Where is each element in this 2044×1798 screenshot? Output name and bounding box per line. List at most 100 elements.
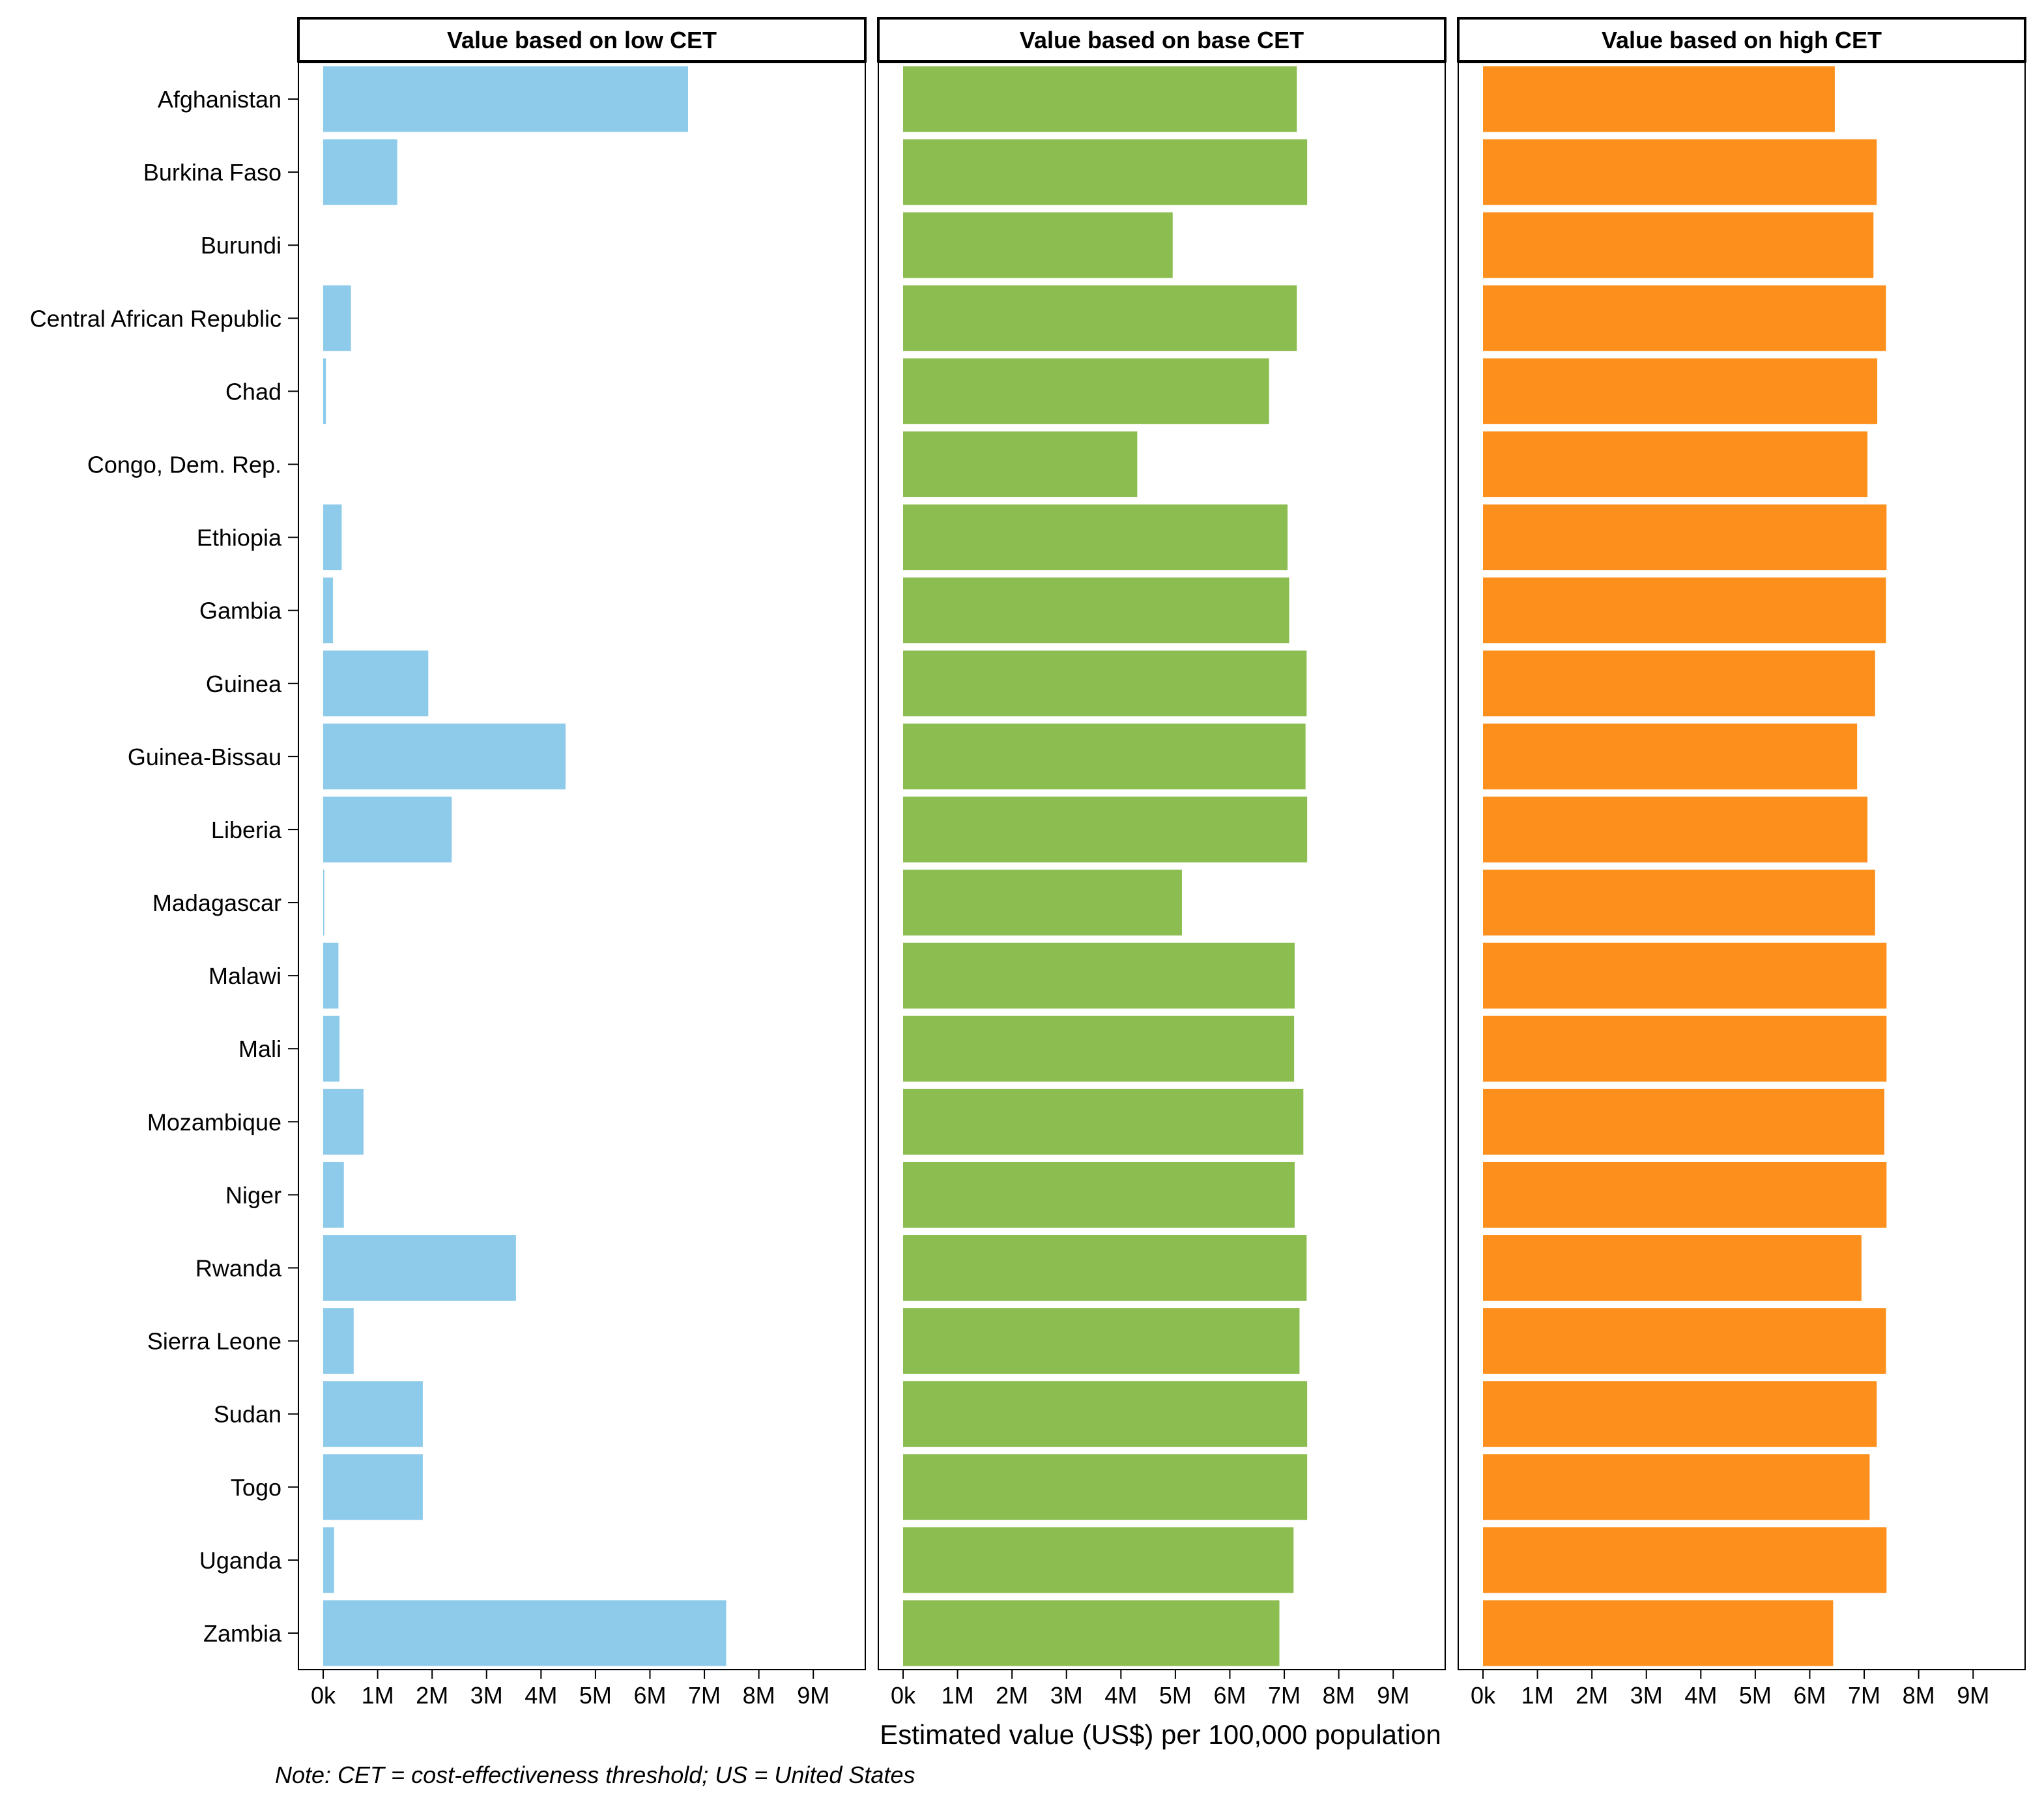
bar-sierra-leone xyxy=(323,1308,354,1374)
category-label-gambia: Gambia xyxy=(199,598,282,624)
panel-3: Value based on high CET 0k 1M 2M 3M 4M 5M 6M 7M 8… xyxy=(1457,17,2026,1709)
bar-rwanda xyxy=(903,1235,1307,1301)
x-tick-label: 7M xyxy=(688,1682,721,1709)
bar-sierra-leone xyxy=(903,1308,1300,1374)
panel-title: Value based on low CET xyxy=(447,27,717,53)
category-label-mali: Mali xyxy=(238,1036,281,1062)
bar-niger xyxy=(1483,1161,1887,1228)
bar-mali xyxy=(323,1015,340,1082)
bar-gambia xyxy=(323,577,334,644)
bar-afghanistan xyxy=(323,66,688,132)
bar-mali xyxy=(1483,1015,1887,1082)
bar-malawi xyxy=(323,942,339,1009)
bar-uganda xyxy=(903,1527,1294,1593)
x-tick-label: 3M xyxy=(1630,1682,1663,1709)
bar-chad xyxy=(1483,358,1878,424)
bar-togo xyxy=(903,1454,1308,1520)
chart-note: Note: CET = cost-effectiveness threshold… xyxy=(275,1762,915,1788)
x-tick-label: 9M xyxy=(1957,1682,1989,1709)
bar-afghanistan xyxy=(903,66,1297,132)
bar-burkina-faso xyxy=(903,139,1308,205)
bar-chad xyxy=(323,358,326,424)
panel-2: Value based on base CET 0k 1M 2M 3M 4M 5M 6M 7M 8… xyxy=(877,17,1447,1709)
bar-madagascar xyxy=(1483,869,1875,936)
category-label-mozambique: Mozambique xyxy=(147,1109,281,1135)
bar-madagascar xyxy=(903,869,1182,936)
bar-malawi xyxy=(1483,942,1887,1009)
bar-uganda xyxy=(323,1527,334,1593)
bar-mozambique xyxy=(323,1088,364,1155)
x-tick-label: 6M xyxy=(633,1682,666,1709)
bar-gambia xyxy=(1483,577,1886,644)
x-tick-label: 4M xyxy=(1104,1682,1137,1709)
bar-congo-dem-rep xyxy=(903,431,1138,497)
category-label-zambia: Zambia xyxy=(203,1620,282,1647)
bar-congo-dem-rep xyxy=(1483,431,1868,497)
bar-mozambique xyxy=(1483,1088,1884,1155)
bar-burundi xyxy=(903,212,1173,278)
category-label-togo: Togo xyxy=(231,1474,281,1501)
bar-mali xyxy=(903,1015,1295,1082)
x-tick-label: 3M xyxy=(1050,1682,1083,1709)
x-tick-label: 1M xyxy=(1521,1682,1554,1709)
bar-burkina-faso xyxy=(1483,139,1877,205)
panel-header-box xyxy=(297,17,867,63)
category-label-sierra-leone: Sierra Leone xyxy=(147,1328,281,1355)
bar-sierra-leone xyxy=(1483,1308,1886,1374)
x-tick-label: 6M xyxy=(1793,1682,1826,1709)
bar-niger xyxy=(903,1161,1295,1228)
x-tick-label: 9M xyxy=(797,1682,829,1709)
category-label-malawi: Malawi xyxy=(209,963,281,989)
panel-title: Value based on base CET xyxy=(1020,27,1304,53)
x-tick-label: 4M xyxy=(1684,1682,1717,1709)
x-tick-label: 8M xyxy=(743,1682,775,1709)
panel-header-box xyxy=(877,17,1447,63)
bar-zambia xyxy=(1483,1600,1834,1666)
x-tick-label: 5M xyxy=(579,1682,612,1709)
category-label-niger: Niger xyxy=(225,1182,281,1208)
x-tick-label: 1M xyxy=(942,1682,974,1709)
category-label-liberia: Liberia xyxy=(211,817,282,843)
x-tick-label: 0k xyxy=(311,1682,336,1709)
bar-central-african-republic xyxy=(1483,285,1886,351)
bar-liberia xyxy=(903,796,1308,863)
x-axis-title: Estimated value (US$) per 100,000 popula… xyxy=(880,1719,1441,1750)
bar-rwanda xyxy=(323,1235,516,1301)
bar-sudan xyxy=(323,1381,423,1447)
x-tick-label: 5M xyxy=(1159,1682,1192,1709)
category-label-burundi: Burundi xyxy=(201,232,281,259)
category-label-ethiopia: Ethiopia xyxy=(197,525,282,551)
bar-ethiopia xyxy=(1483,504,1887,571)
x-tick-label: 9M xyxy=(1377,1682,1409,1709)
bar-ethiopia xyxy=(323,504,342,571)
bar-uganda xyxy=(1483,1527,1887,1593)
bar-central-african-republic xyxy=(903,285,1297,351)
bar-burkina-faso xyxy=(323,139,397,205)
x-tick-label: 0k xyxy=(891,1682,916,1709)
bar-chad xyxy=(903,358,1269,424)
x-tick-label: 3M xyxy=(470,1682,503,1709)
category-label-guinea: Guinea xyxy=(206,671,282,697)
bar-malawi xyxy=(903,942,1295,1009)
bar-togo xyxy=(323,1454,423,1520)
category-label-central-african-republic: Central African Republic xyxy=(30,305,281,332)
category-axis: Afghanistan Burkina Faso Burundi Central Af… xyxy=(30,86,298,1647)
x-tick-label: 8M xyxy=(1323,1682,1355,1709)
x-tick-label: 6M xyxy=(1213,1682,1246,1709)
bar-mozambique xyxy=(903,1088,1304,1155)
x-tick-label: 7M xyxy=(1848,1682,1880,1709)
bar-burundi xyxy=(1483,212,1874,278)
bar-sudan xyxy=(903,1381,1308,1447)
bar-guinea xyxy=(323,650,429,717)
bar-central-african-republic xyxy=(323,285,351,351)
x-tick-label: 7M xyxy=(1268,1682,1301,1709)
bar-guinea xyxy=(903,650,1307,717)
x-tick-label: 4M xyxy=(525,1682,557,1709)
bar-guinea-bissau xyxy=(903,723,1306,790)
x-tick-label: 2M xyxy=(1576,1682,1608,1709)
bar-togo xyxy=(1483,1454,1870,1520)
panel-1: Value based on low CET 0k 1M 2M 3M 4M 5M 6M 7M 8M… xyxy=(297,17,867,1709)
bar-zambia xyxy=(323,1600,727,1666)
x-tick-label: 0k xyxy=(1471,1682,1496,1709)
